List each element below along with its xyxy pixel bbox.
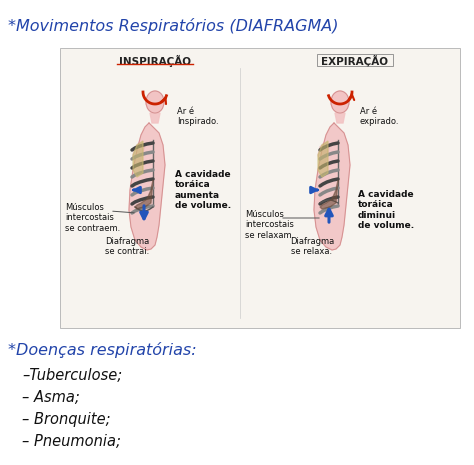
Polygon shape xyxy=(135,180,153,209)
Ellipse shape xyxy=(146,91,164,113)
Text: Ar é
expirado.: Ar é expirado. xyxy=(360,107,400,126)
Text: A cavidade
toráica
diminui
de volume.: A cavidade toráica diminui de volume. xyxy=(358,190,414,230)
Polygon shape xyxy=(335,113,345,123)
Text: Diafragma
se contrai.: Diafragma se contrai. xyxy=(105,237,149,256)
Polygon shape xyxy=(150,113,160,123)
Polygon shape xyxy=(129,123,165,250)
Text: EXPIRAÇÃO: EXPIRAÇÃO xyxy=(321,55,389,67)
Text: Diafragma
se relaxa.: Diafragma se relaxa. xyxy=(290,237,334,256)
Text: Músculos
intercostais
se contraem.: Músculos intercostais se contraem. xyxy=(65,203,120,233)
Text: –Tuberculose;: –Tuberculose; xyxy=(22,368,122,383)
Text: *Doenças respiratórias:: *Doenças respiratórias: xyxy=(8,342,197,358)
Polygon shape xyxy=(318,143,330,167)
Text: Ar é
Inspirado.: Ar é Inspirado. xyxy=(177,107,219,126)
Text: A cavidade
toráica
aumenta
de volume.: A cavidade toráica aumenta de volume. xyxy=(175,170,231,210)
Bar xyxy=(60,48,460,328)
Bar xyxy=(317,54,393,66)
Polygon shape xyxy=(314,123,350,250)
Text: – Bronquite;: – Bronquite; xyxy=(22,412,110,427)
Text: *Movimentos Respiratórios (DIAFRAGMA): *Movimentos Respiratórios (DIAFRAGMA) xyxy=(8,18,338,34)
Polygon shape xyxy=(133,141,143,177)
Ellipse shape xyxy=(331,91,349,113)
Polygon shape xyxy=(133,143,145,167)
Text: – Asma;: – Asma; xyxy=(22,390,80,405)
Text: INSPIRAÇÃO: INSPIRAÇÃO xyxy=(119,55,191,67)
Text: – Pneumonia;: – Pneumonia; xyxy=(22,434,121,449)
Polygon shape xyxy=(318,141,328,177)
Polygon shape xyxy=(320,180,338,209)
Text: Músculos
intercostais
se relaxam.: Músculos intercostais se relaxam. xyxy=(245,210,294,240)
